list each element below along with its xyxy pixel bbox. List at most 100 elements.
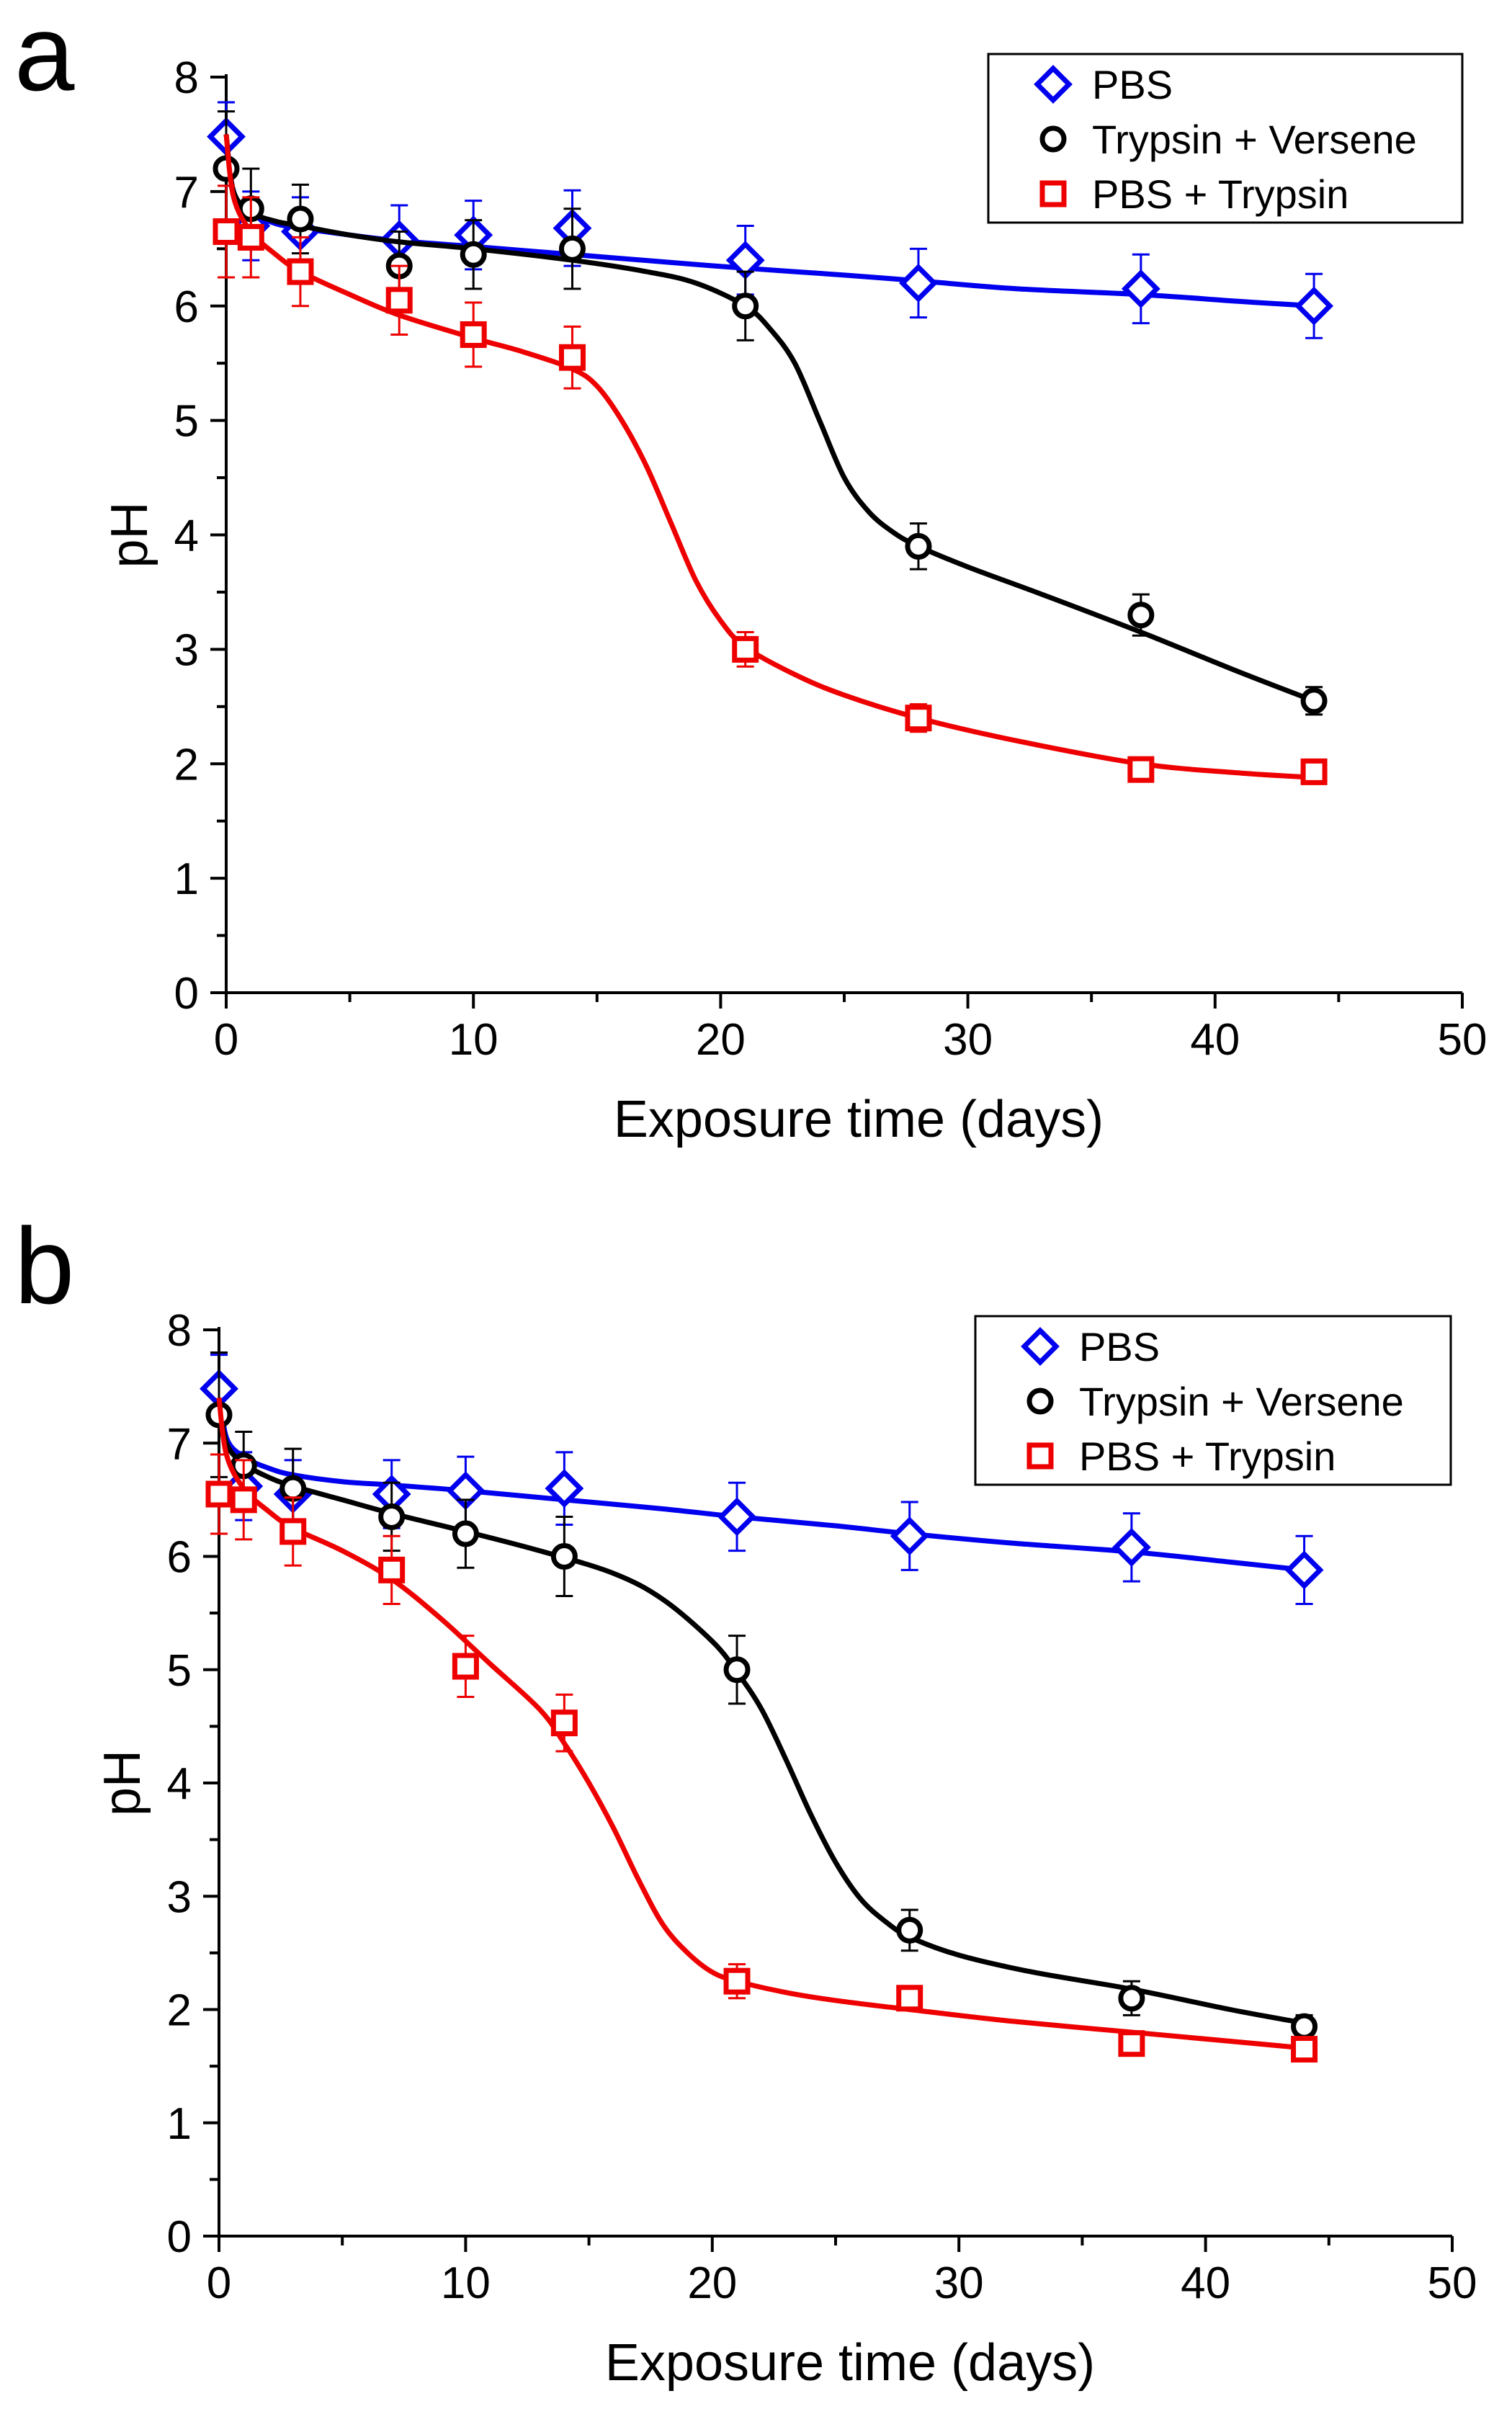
y-tick-label: 7 (174, 168, 199, 218)
x-tick-label: 50 (1438, 1015, 1488, 1065)
data-point (1291, 2036, 1318, 2063)
legend-marker (1034, 65, 1073, 104)
legend-label: PBS (1079, 1324, 1160, 1369)
legend-marker (1026, 1387, 1054, 1415)
legend-label: PBS (1092, 62, 1173, 107)
x-tick-label: 10 (449, 1015, 498, 1065)
y-tick-label: 6 (167, 1533, 192, 1583)
y-tick-label: 2 (167, 1986, 192, 2036)
data-point (230, 1486, 257, 1514)
data-point (717, 1497, 756, 1537)
legend-label: Trypsin + Versene (1079, 1379, 1404, 1424)
data-point (287, 258, 314, 285)
y-axis-title: pH (94, 1750, 151, 1816)
legend-label: PBS + Trypsin (1079, 1434, 1336, 1479)
x-tick-label: 30 (934, 2258, 984, 2308)
legend-label: PBS + Trypsin (1092, 171, 1348, 217)
data-point (890, 1516, 929, 1556)
y-tick-label: 1 (174, 854, 199, 904)
series-square (205, 1397, 1318, 2063)
y-tick-label: 5 (174, 397, 199, 447)
y-tick-label: 7 (167, 1419, 192, 1469)
series-circle (205, 1351, 1318, 2040)
y-tick-label: 5 (167, 1646, 192, 1696)
data-point (896, 1985, 923, 2012)
chart-panel-a: a 0 10 20 30 40 50 0 1 2 3 4 5 6 7 8 Exposure time (day… (0, 0, 1512, 1213)
chart-svg-a: a 0 10 20 30 40 50 0 1 2 3 4 5 6 7 8 Exposure time (day… (14, 0, 1487, 1148)
y-tick-label: 4 (167, 1759, 192, 1809)
data-point (1300, 758, 1328, 785)
data-point (205, 1480, 233, 1508)
data-point (732, 635, 759, 663)
panel-letter: a (14, 0, 75, 113)
data-point (237, 223, 264, 251)
data-point (550, 1543, 578, 1570)
data-point (1118, 1985, 1145, 2012)
data-point (460, 241, 487, 268)
data-point (1111, 1527, 1151, 1567)
fit-line (216, 1386, 1305, 1573)
legend-marker (1021, 1327, 1060, 1366)
y-tick-label: 2 (174, 740, 199, 790)
chart-panel-b: b 0 10 20 30 40 50 0 1 2 3 4 5 6 7 8 Exposure time (day… (0, 1213, 1512, 2426)
data-point (213, 218, 240, 245)
x-tick-label: 40 (1190, 1015, 1240, 1065)
data-point (1300, 687, 1328, 715)
data-point (1127, 756, 1155, 783)
panel-letter: b (14, 1213, 74, 1326)
data-point (287, 205, 314, 233)
data-point (460, 321, 487, 348)
x-tick-label: 40 (1181, 2258, 1230, 2308)
data-point (1284, 1550, 1324, 1590)
x-tick-label: 50 (1428, 2258, 1477, 2308)
x-tick-label: 20 (687, 2258, 737, 2308)
axes: 0 10 20 30 40 50 0 1 2 3 4 5 6 7 8 Exposure time (days)… (94, 1306, 1477, 2392)
chart-svg-b: b 0 10 20 30 40 50 0 1 2 3 4 5 6 7 8 Exposure time (day… (14, 1213, 1477, 2392)
fit-line (223, 133, 1315, 704)
fit-line (216, 1397, 1305, 2051)
data-point (558, 344, 586, 371)
data-point (1127, 602, 1155, 629)
x-axis-title: Exposure time (days) (605, 2334, 1095, 2392)
x-tick-label: 0 (207, 2258, 231, 2308)
x-tick-label: 20 (696, 1015, 746, 1065)
data-point (905, 705, 932, 732)
data-point (723, 1967, 751, 1995)
data-point (1291, 2013, 1318, 2040)
y-tick-label: 3 (167, 1872, 192, 1922)
legend: PBS Trypsin + Versene PBS + Trypsin (987, 53, 1464, 224)
x-tick-label: 30 (943, 1015, 993, 1065)
y-tick-label: 1 (167, 2099, 192, 2149)
data-point (899, 264, 938, 303)
data-point (279, 1475, 307, 1502)
data-point (378, 1503, 406, 1530)
data-point (378, 1556, 406, 1583)
axes: 0 10 20 30 40 50 0 1 2 3 4 5 6 7 8 Exposure time (days)… (101, 53, 1487, 1148)
legend-marker (1026, 1442, 1054, 1470)
data-point (545, 1469, 584, 1509)
data-point (1294, 286, 1334, 326)
series-square (213, 134, 1328, 785)
data-point (732, 292, 759, 320)
x-axis-title: Exposure time (days) (614, 1091, 1104, 1148)
data-point (723, 1656, 751, 1684)
y-tick-label: 0 (167, 2212, 192, 2262)
y-tick-label: 8 (167, 1306, 192, 1356)
legend-marker (1039, 125, 1067, 153)
y-tick-label: 3 (174, 625, 199, 675)
data-point (279, 1518, 307, 1545)
data-point (550, 1709, 578, 1737)
data-point (452, 1653, 479, 1680)
y-tick-label: 8 (174, 53, 199, 103)
data-point (558, 235, 586, 262)
x-tick-label: 10 (441, 2258, 491, 2308)
data-point (905, 532, 932, 560)
legend: PBS Trypsin + Versene PBS + Trypsin (974, 1315, 1452, 1486)
x-tick-label: 0 (214, 1015, 238, 1065)
data-point (1121, 269, 1160, 308)
data-point (385, 287, 413, 314)
y-axis-title: pH (101, 501, 158, 568)
data-point (1118, 2030, 1145, 2057)
legend-label: Trypsin + Versene (1092, 117, 1417, 162)
data-point (896, 1916, 923, 1944)
